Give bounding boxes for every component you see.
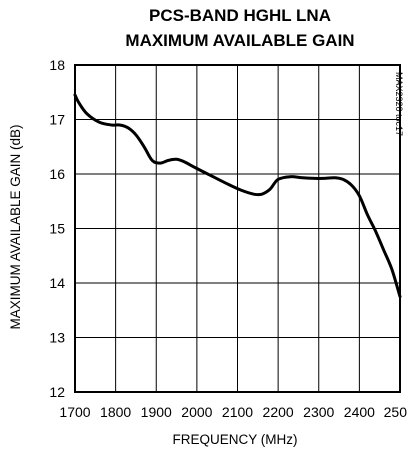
series-line-max-available-gain [73,93,402,299]
x-tick-label: 1900 [141,404,172,420]
y-tick-label: 16 [49,166,65,182]
chart-title-line-1: PCS-BAND HGHL LNA [149,6,331,25]
x-tick-label: 1700 [59,404,90,420]
x-tick-label: 2300 [303,404,334,420]
x-tick-label: 1800 [100,404,131,420]
y-axis-label: MAXIMUM AVAILABLE GAIN (dB) [8,124,23,329]
x-axis-label: FREQUENCY (MHz) [172,432,297,447]
y-tick-label: 15 [49,221,65,237]
y-tick-label: 13 [49,330,65,346]
y-tick-label: 14 [49,275,65,291]
x-tick-labels: 1700 1800 1900 2000 2100 2200 2300 2400 250 [59,404,407,420]
x-tick-label: 2100 [222,404,253,420]
x-tick-label: 2400 [344,404,375,420]
x-tick-label: 2200 [263,404,294,420]
y-tick-label: 17 [49,112,65,128]
y-tick-label: 12 [49,384,65,400]
x-tick-label: 250 [384,404,408,420]
plot-frame [74,64,401,393]
grid-lines [75,65,400,392]
y-tick-label: 18 [49,57,65,73]
chart-title-line-2: MAXIMUM AVAILABLE GAIN [125,31,354,50]
x-tick-label: 2000 [181,404,212,420]
y-tick-labels: 12 13 14 15 16 17 18 [49,57,65,400]
figure-code: MAX2320 toc17 [394,72,404,136]
